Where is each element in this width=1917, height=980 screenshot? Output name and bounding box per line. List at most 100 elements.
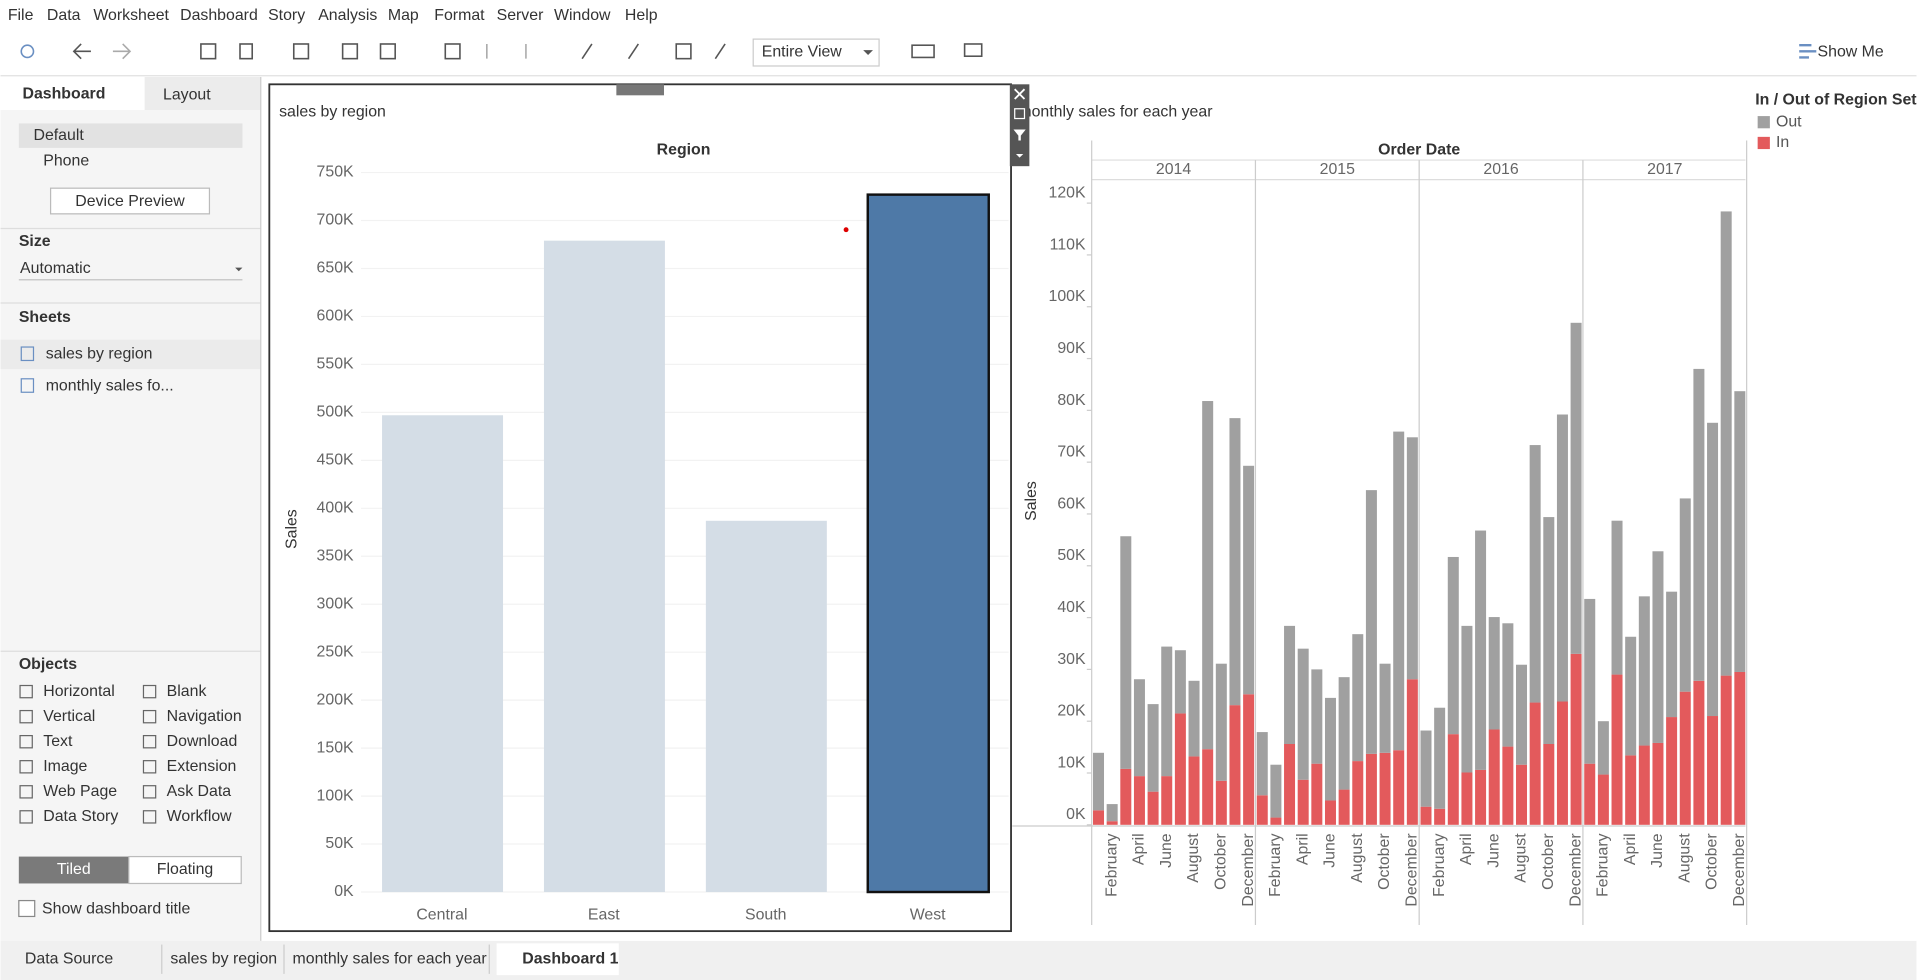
checkbox[interactable] <box>18 899 36 918</box>
undo-icon[interactable] <box>72 43 91 60</box>
menu-item[interactable]: Window <box>554 7 611 24</box>
bar-segment[interactable] <box>1625 755 1637 825</box>
bar-segment[interactable] <box>1543 743 1555 825</box>
device-option[interactable]: Default <box>33 127 84 144</box>
bar-segment[interactable] <box>1666 717 1678 825</box>
sheet-item[interactable]: monthly sales fo... <box>46 377 174 394</box>
object-item[interactable]: Navigation <box>167 708 242 725</box>
bar-segment[interactable] <box>1420 806 1432 825</box>
bar-segment[interactable] <box>1734 391 1746 672</box>
menu-item[interactable]: Data <box>47 7 81 24</box>
dashboard-tab[interactable] <box>0 76 145 110</box>
bar-segment[interactable] <box>1120 536 1132 769</box>
clear-icon[interactable] <box>379 43 396 60</box>
bar-segment[interactable] <box>1734 671 1746 825</box>
bar-segment[interactable] <box>1447 556 1459 735</box>
bar-segment[interactable] <box>1365 490 1377 754</box>
bar-segment[interactable] <box>1434 808 1446 825</box>
bar-segment[interactable] <box>1611 520 1623 675</box>
bar-segment[interactable] <box>1215 663 1227 781</box>
bar-segment[interactable] <box>1461 625 1473 773</box>
pin-icon[interactable] <box>714 43 726 60</box>
sheet-tab[interactable]: Dashboard 1 <box>522 950 618 967</box>
bar-segment[interactable] <box>1447 734 1459 825</box>
bar-segment[interactable] <box>1297 648 1309 780</box>
bar-segment[interactable] <box>1161 646 1173 777</box>
bar-segment[interactable] <box>1461 772 1473 825</box>
bar-segment[interactable] <box>1270 817 1282 825</box>
bar[interactable] <box>382 415 504 893</box>
bar-segment[interactable] <box>1393 750 1405 825</box>
bar-segment[interactable] <box>1106 804 1118 822</box>
bar-segment[interactable] <box>1584 598 1596 764</box>
bar-segment[interactable] <box>1720 211 1732 676</box>
bar[interactable] <box>705 520 827 893</box>
annotate-icon[interactable] <box>627 43 640 60</box>
bar-segment[interactable] <box>1475 769 1487 825</box>
device-icon[interactable] <box>963 43 983 58</box>
bar-segment[interactable] <box>1406 679 1418 825</box>
bar-segment[interactable] <box>1679 691 1691 825</box>
bar-segment[interactable] <box>1311 669 1323 764</box>
view-dropdown[interactable] <box>752 38 880 67</box>
bar-segment[interactable] <box>1338 789 1350 825</box>
object-item[interactable]: Web Page <box>43 783 117 800</box>
bar-segment[interactable] <box>1570 322 1582 654</box>
save-icon[interactable] <box>200 43 217 60</box>
bar-segment[interactable] <box>1516 764 1528 825</box>
bar-segment[interactable] <box>1202 749 1214 825</box>
show-me-icon[interactable] <box>1799 43 1817 59</box>
bar-segment[interactable] <box>1611 674 1623 825</box>
object-item[interactable]: Workflow <box>167 808 233 825</box>
duplicate-icon[interactable] <box>341 43 359 60</box>
bar-segment[interactable] <box>1556 414 1568 702</box>
bar-segment[interactable] <box>1338 677 1350 790</box>
layout-tab[interactable] <box>144 76 261 110</box>
bar-segment[interactable] <box>1584 763 1596 825</box>
object-item[interactable]: Image <box>43 758 87 775</box>
bar-segment[interactable] <box>1133 679 1145 777</box>
bar-segment[interactable] <box>1666 591 1678 718</box>
bar-segment[interactable] <box>1270 764 1282 818</box>
device-option[interactable]: Phone <box>43 152 89 169</box>
sheet-tab[interactable]: monthly sales for each year <box>293 950 488 967</box>
bar-segment[interactable] <box>1707 716 1719 825</box>
swap-icon[interactable] <box>444 43 461 60</box>
bar-segment[interactable] <box>1570 653 1582 825</box>
bar-segment[interactable] <box>1693 368 1705 681</box>
menu-item[interactable]: Help <box>625 7 658 24</box>
label-icon[interactable] <box>675 43 692 60</box>
bar-segment[interactable] <box>1284 625 1296 744</box>
bar-segment[interactable] <box>1133 776 1145 825</box>
object-item[interactable]: Text <box>43 733 73 750</box>
bar-segment[interactable] <box>1202 401 1214 750</box>
new-sheet-icon[interactable] <box>292 43 310 60</box>
bar-segment[interactable] <box>1652 742 1664 825</box>
bar-segment[interactable] <box>1229 705 1241 825</box>
bar-segment[interactable] <box>1256 795 1268 825</box>
bar-segment[interactable] <box>1597 721 1609 775</box>
object-item[interactable]: Data Story <box>43 808 118 825</box>
bar-segment[interactable] <box>1625 636 1637 756</box>
sort-icons[interactable] <box>486 43 527 59</box>
device-preview-button[interactable] <box>49 187 211 215</box>
bar-segment[interactable] <box>1352 761 1364 825</box>
bar-segment[interactable] <box>1120 768 1132 825</box>
filter-icon[interactable] <box>1013 129 1026 141</box>
bar-segment[interactable] <box>1379 663 1391 753</box>
bar-segment[interactable] <box>1638 745 1650 825</box>
menu-item[interactable]: Map <box>388 7 419 24</box>
panel-tab[interactable]: Layout <box>163 86 211 103</box>
bar-segment[interactable] <box>1516 664 1528 765</box>
present-icon[interactable] <box>911 44 935 59</box>
more-icon[interactable] <box>1015 153 1024 158</box>
size-value[interactable]: Automatic <box>20 260 91 277</box>
sheet-tab[interactable]: Data Source <box>25 950 113 967</box>
bar-segment[interactable] <box>1188 756 1200 825</box>
bar-segment[interactable] <box>1311 763 1323 825</box>
bar-segment[interactable] <box>1502 746 1514 825</box>
floating-button[interactable] <box>128 855 242 885</box>
bar-segment[interactable] <box>1297 779 1309 825</box>
object-item[interactable]: Download <box>167 733 238 750</box>
bar-segment[interactable] <box>1161 776 1173 825</box>
